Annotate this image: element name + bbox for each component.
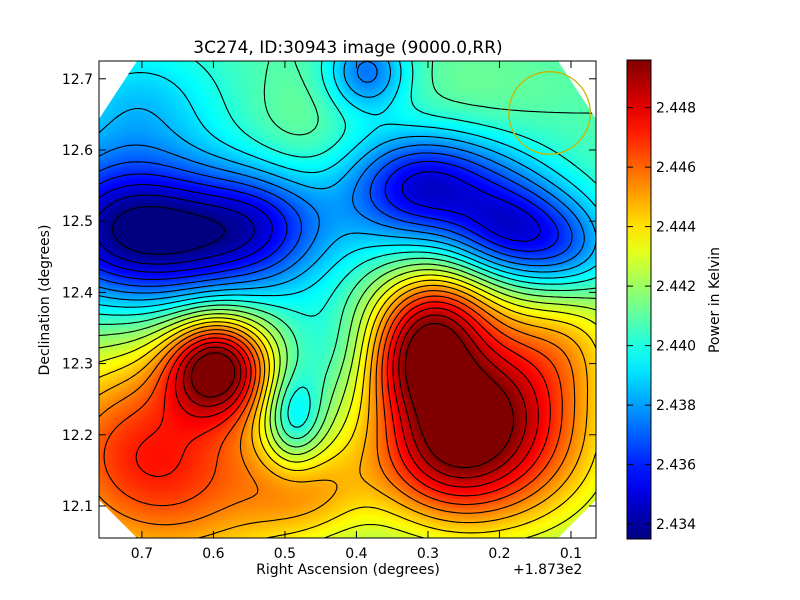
y-tick-label: 12.4 [62,285,93,301]
contour-line [99,61,596,301]
y-tick-label: 12.6 [62,143,93,159]
chart-title: 3C274, ID:30943 image (9000.0,RR) [193,38,502,58]
x-tick-label: 0.6 [202,546,224,562]
contour-line [103,295,563,507]
x-axis-title: Right Ascension (degrees) [256,562,440,578]
contour-line [99,194,255,265]
colorbar-frame [626,59,652,540]
y-tick-label: 12.2 [62,428,93,444]
x-axis-offset: +1.873e2 [513,562,582,578]
contour-line [190,322,515,469]
contour-line [182,314,527,479]
colorbar: 2.434 2.436 2.438 2.440 2.442 2.444 2.446 2.448… [626,59,723,540]
contour-line [99,61,596,308]
x-tick-label: 0.1 [560,546,582,562]
colorbar-tick-label: 2.440 [656,339,696,355]
contour-line [99,61,596,440]
contour-lines [99,61,596,538]
y-tick-label: 12.7 [62,72,93,88]
contour-line [174,307,539,488]
x-tick-label: 0.2 [488,546,510,562]
colorbar-tick-label: 2.438 [656,398,696,414]
y-tick-label: 12.3 [62,357,93,373]
colorbar-label: Power in Kelvin [707,247,723,353]
x-tick-label: 0.5 [274,546,296,562]
y-axis-title: Declination (degrees) [37,225,53,376]
contour-line [99,61,596,428]
contour-line [99,279,596,538]
contour-line [99,263,596,448]
contour-line [99,284,589,538]
colorbar-tick-label: 2.434 [656,517,696,533]
contour-line [99,274,596,538]
contour-line [99,160,559,280]
colorbar-tick-label: 2.436 [656,458,696,474]
contour-line [111,206,225,255]
colorbar-tick-label: 2.446 [656,160,696,176]
x-tick-label: 0.7 [131,546,153,562]
x-tick-label: 0.4 [345,546,367,562]
colorbar-tick-label: 2.442 [656,279,696,295]
heatmap-area [99,61,596,538]
colorbar-ticks: 2.434 2.436 2.438 2.440 2.442 2.444 2.446 2.448 [627,101,696,533]
y-tick-label: 12.1 [62,499,93,515]
y-tick-label: 12.5 [62,214,93,230]
colorbar-fill [627,60,651,539]
colorbar-tick-label: 2.448 [656,101,696,117]
y-axis-ticks: 12.1 12.2 12.3 12.4 12.5 12.6 12.7 [62,72,596,515]
colorbar-tick-label: 2.444 [656,220,696,236]
contour-line [99,269,596,538]
x-tick-label: 0.3 [417,546,439,562]
beam-circle [508,71,591,155]
contour-line [99,61,585,294]
contour-line [135,301,551,497]
contour-line [99,152,573,287]
x-axis-ticks: 0.7 0.6 0.5 0.4 0.3 0.2 0.1 [131,61,582,562]
contour-line [99,290,576,526]
plot-frame [98,60,597,539]
